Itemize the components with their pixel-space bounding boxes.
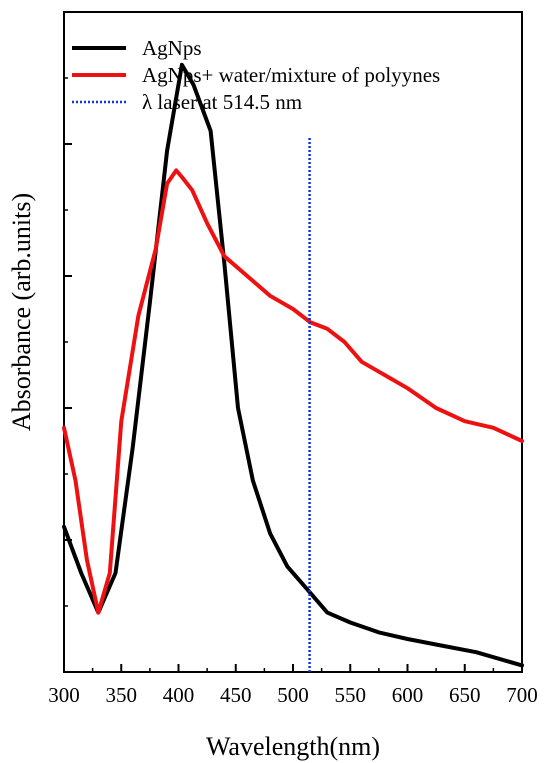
y-axis-title: Absorbance (arb.units) [7,193,36,431]
x-axis-ticks [63,664,523,672]
x-tick-label: 550 [335,683,367,707]
legend-label-3: λ laser at 514.5 nm [142,90,302,114]
legend-label-2: AgNps+ water/mixture of polyynes [142,63,440,87]
y-axis-ticks [64,11,72,673]
series-line-2 [62,168,524,615]
x-axis-title: Wavelength(nm) [206,732,380,761]
x-tick-label: 400 [163,683,195,707]
x-tick-label: 350 [106,683,138,707]
x-tick-label: 300 [48,683,80,707]
x-tick-label: 600 [392,683,424,707]
x-tick-label: 450 [220,683,252,707]
series-layer [62,62,524,672]
legend-label-1: AgNps [142,36,202,60]
legend: AgNps AgNps+ water/mixture of polyynes λ l… [72,36,440,114]
x-tick-label: 700 [506,683,538,707]
plot-area [62,11,524,673]
series-line-1 [62,62,524,668]
x-tick-label: 650 [449,683,481,707]
x-tick-label: 500 [277,683,309,707]
x-axis-tick-labels: 300 350 400 450 500 550 600 650 700 [48,683,538,707]
